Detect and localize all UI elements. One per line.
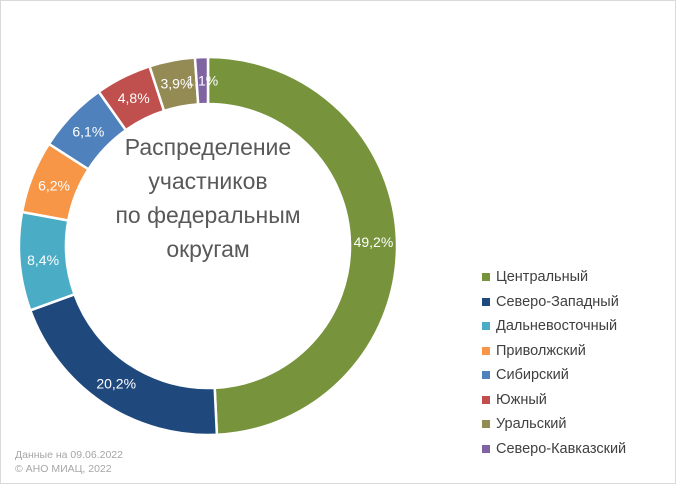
legend-item-уральский: Уральский bbox=[482, 412, 626, 437]
legend-swatch bbox=[482, 371, 490, 380]
legend-label: Северо-Западный bbox=[496, 293, 619, 310]
footer-note: Данные на 09.06.2022 © АНО МИАЦ, 2022 bbox=[15, 448, 123, 476]
legend-label: Сибирский bbox=[496, 367, 569, 384]
data-label-южный: 4,8% bbox=[118, 90, 150, 106]
legend-label: Южный bbox=[496, 391, 547, 408]
data-label-северо-западный: 20,2% bbox=[96, 376, 136, 392]
donut-slice-северо-западный bbox=[28, 292, 219, 437]
data-label-центральный: 49,2% bbox=[354, 234, 394, 250]
data-label-приволжский: 6,2% bbox=[38, 177, 70, 193]
legend-swatch bbox=[482, 420, 490, 429]
legend-item-центральный: Центральный bbox=[482, 265, 626, 290]
legend-item-сибирский: Сибирский bbox=[482, 363, 626, 388]
legend-item-северо-западный: Северо-Западный bbox=[482, 290, 626, 315]
chart-title-line: участников bbox=[148, 168, 267, 194]
legend-label: Центральный bbox=[496, 269, 589, 286]
legend-label: Северо-Кавказский bbox=[496, 440, 627, 457]
legend-swatch bbox=[482, 444, 490, 453]
chart-title-line: округам bbox=[166, 236, 249, 262]
legend-swatch bbox=[482, 297, 490, 306]
legend-swatch bbox=[482, 322, 490, 331]
data-label-дальневосточный: 8,4% bbox=[27, 252, 59, 268]
data-label-северо-кавказский: 1,1% bbox=[186, 73, 218, 89]
copyright-note: © АНО МИАЦ, 2022 bbox=[15, 463, 112, 475]
legend-item-северо-кавказский: Северо-Кавказский bbox=[482, 437, 626, 462]
legend-swatch bbox=[482, 273, 490, 282]
legend: Центральный Северо-Западный Дальневосточны… bbox=[482, 265, 626, 461]
legend-item-южный: Южный bbox=[482, 388, 626, 413]
legend-item-дальневосточный: Дальневосточный bbox=[482, 314, 626, 339]
chart-title-line: по федеральным bbox=[115, 202, 300, 228]
legend-swatch bbox=[482, 395, 490, 404]
legend-label: Приволжский bbox=[496, 342, 586, 359]
chart-title-line: Распределение bbox=[125, 134, 291, 160]
data-label-уральский: 3,9% bbox=[160, 76, 192, 92]
data-date-note: Данные на 09.06.2022 bbox=[15, 449, 123, 461]
legend-label: Уральский bbox=[496, 416, 567, 433]
donut-slice-центральный bbox=[206, 55, 399, 437]
legend-swatch bbox=[482, 346, 490, 355]
legend-item-приволжский: Приволжский bbox=[482, 339, 626, 364]
data-label-сибирский: 6,1% bbox=[72, 124, 104, 140]
legend-label: Дальневосточный bbox=[496, 318, 618, 335]
donut-slice-северо-кавказский bbox=[193, 55, 210, 106]
